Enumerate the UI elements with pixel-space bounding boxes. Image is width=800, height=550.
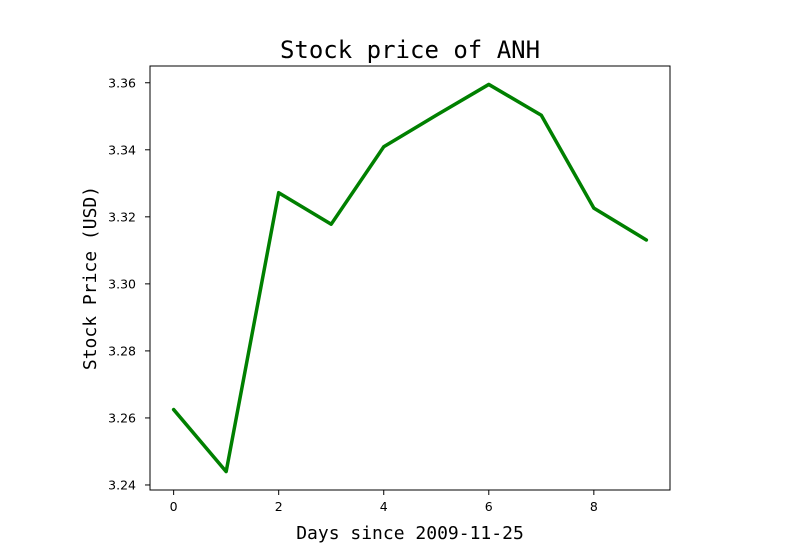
x-tick-label: 8 <box>590 499 598 514</box>
y-tick-label: 3.26 <box>108 410 136 425</box>
plot-area-frame <box>149 65 671 491</box>
y-tick-label: 3.36 <box>108 75 136 90</box>
x-tick-label: 0 <box>170 499 178 514</box>
y-axis-ticks: 3.24 3.26 3.28 3.30 3.32 3.34 3.36 <box>108 75 150 492</box>
x-axis-ticks: 0 2 4 6 8 <box>170 490 598 514</box>
y-axis-label: Stock Price (USD) <box>80 186 101 370</box>
y-tick-label: 3.30 <box>108 276 136 291</box>
y-tick-label: 3.28 <box>108 343 136 358</box>
x-tick-label: 6 <box>485 499 493 514</box>
price-line <box>171 82 649 474</box>
x-tick-label: 4 <box>380 499 388 514</box>
x-axis-label: Days since 2009-11-25 <box>296 523 524 544</box>
chart-title: Stock price of ANH <box>280 36 540 64</box>
y-tick-label: 3.32 <box>108 209 136 224</box>
series-layer <box>171 82 649 474</box>
y-tick-label: 3.24 <box>108 477 136 492</box>
x-tick-label: 2 <box>275 499 283 514</box>
y-tick-label: 3.34 <box>108 142 136 157</box>
